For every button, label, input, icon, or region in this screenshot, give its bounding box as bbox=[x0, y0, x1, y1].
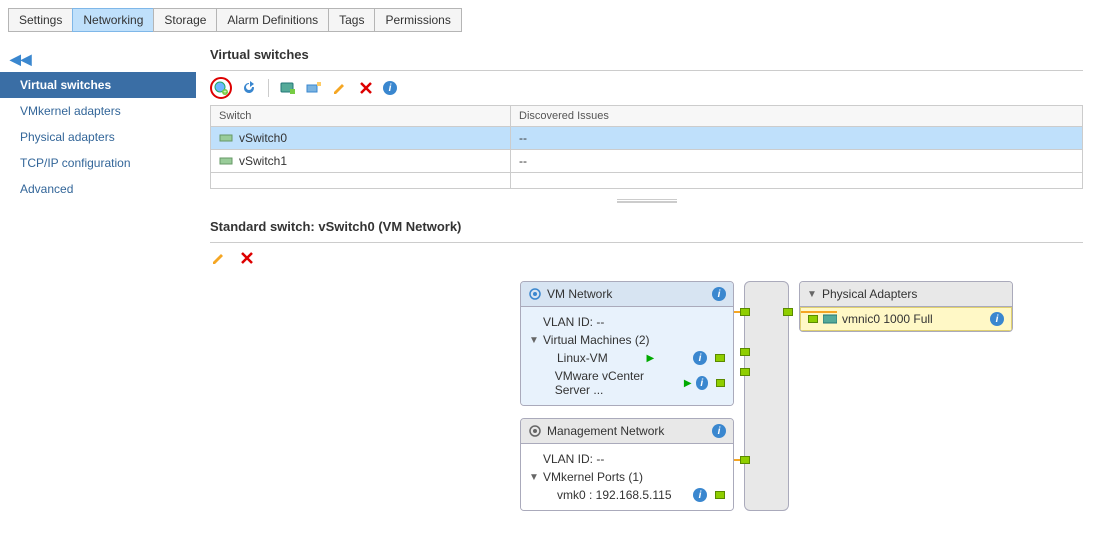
tab-settings[interactable]: Settings bbox=[8, 8, 73, 32]
tab-storage[interactable]: Storage bbox=[153, 8, 217, 32]
col-switch[interactable]: Switch bbox=[211, 106, 511, 127]
vm-name: Linux-VM bbox=[557, 351, 608, 365]
vlan-label: VLAN ID: -- bbox=[543, 315, 604, 329]
splitter-handle[interactable] bbox=[617, 199, 677, 203]
top-tabs: Settings Networking Storage Alarm Defini… bbox=[8, 8, 1093, 32]
port-icon bbox=[715, 491, 725, 499]
sidebar-collapse-button[interactable]: ◀◀ bbox=[0, 47, 196, 72]
edit-icon[interactable] bbox=[331, 79, 349, 97]
manage-physical-adapters-icon[interactable] bbox=[305, 79, 323, 97]
group-label: VMkernel Ports (1) bbox=[543, 470, 643, 484]
add-host-networking-icon[interactable]: + bbox=[210, 77, 232, 99]
switch-name: vSwitch1 bbox=[239, 154, 287, 168]
portgroup-icon bbox=[528, 424, 542, 438]
sidebar-item-vmkernel-adapters[interactable]: VMkernel adapters bbox=[0, 98, 196, 124]
switch-issues: -- bbox=[511, 127, 1083, 150]
panel-title: Physical Adapters bbox=[822, 287, 917, 301]
info-icon[interactable]: i bbox=[383, 81, 397, 95]
info-icon[interactable]: i bbox=[693, 351, 707, 365]
expand-icon[interactable]: ▼ bbox=[529, 335, 539, 346]
detail-toolbar bbox=[210, 242, 1083, 281]
portgroup-icon bbox=[528, 287, 542, 301]
vm-name: VMware vCenter Server ... bbox=[555, 369, 680, 397]
nic-icon bbox=[823, 313, 837, 325]
vm-network-panel[interactable]: VM Network i VLAN ID: -- ▼ Virtual Machin… bbox=[520, 281, 734, 406]
sidebar-item-physical-adapters[interactable]: Physical adapters bbox=[0, 124, 196, 150]
sidebar-item-virtual-switches[interactable]: Virtual switches bbox=[0, 72, 196, 98]
expand-icon[interactable]: ▼ bbox=[807, 289, 817, 300]
sidebar-item-tcpip-configuration[interactable]: TCP/IP configuration bbox=[0, 150, 196, 176]
table-row[interactable]: vSwitch0 -- bbox=[211, 127, 1083, 150]
management-network-panel[interactable]: Management Network i VLAN ID: -- ▼ VMkern… bbox=[520, 418, 734, 511]
uplink-port-icon bbox=[740, 368, 750, 376]
tab-networking[interactable]: Networking bbox=[72, 8, 154, 32]
info-icon[interactable]: i bbox=[696, 376, 708, 390]
info-icon[interactable]: i bbox=[990, 312, 1004, 326]
switch-name: vSwitch0 bbox=[239, 131, 287, 145]
info-icon[interactable]: i bbox=[693, 488, 707, 502]
sidebar: ◀◀ Virtual switches VMkernel adapters Ph… bbox=[0, 47, 196, 511]
svg-text:+: + bbox=[223, 90, 227, 96]
panel-title: Management Network bbox=[547, 424, 664, 438]
panel-title: VM Network bbox=[547, 287, 612, 301]
power-on-icon: ▶ bbox=[684, 378, 692, 389]
table-row[interactable]: vSwitch1 -- bbox=[211, 150, 1083, 173]
port-icon bbox=[808, 315, 818, 323]
detail-title: Standard switch: vSwitch0 (VM Network) bbox=[210, 219, 1083, 234]
tab-tags[interactable]: Tags bbox=[328, 8, 375, 32]
tab-alarm-definitions[interactable]: Alarm Definitions bbox=[216, 8, 329, 32]
delete-icon[interactable] bbox=[238, 249, 256, 267]
add-networking-icon[interactable] bbox=[279, 79, 297, 97]
section-title: Virtual switches bbox=[210, 47, 1083, 62]
vmk-port: vmk0 : 192.168.5.115 bbox=[557, 488, 672, 502]
vlan-label: VLAN ID: -- bbox=[543, 452, 604, 466]
edit-icon[interactable] bbox=[210, 249, 228, 267]
switches-toolbar: + i bbox=[210, 70, 1083, 105]
delete-icon[interactable] bbox=[357, 79, 375, 97]
switch-issues: -- bbox=[511, 150, 1083, 173]
power-on-icon: ▶ bbox=[646, 353, 654, 364]
switches-table: Switch Discovered Issues vSwitch0 -- vSw… bbox=[210, 105, 1083, 189]
adapter-name: vmnic0 1000 Full bbox=[842, 312, 933, 326]
switch-icon bbox=[219, 131, 233, 145]
uplink-port-icon bbox=[740, 348, 750, 356]
col-discovered-issues[interactable]: Discovered Issues bbox=[511, 106, 1083, 127]
port-icon bbox=[716, 379, 725, 387]
refresh-icon[interactable] bbox=[240, 79, 258, 97]
tab-permissions[interactable]: Permissions bbox=[374, 8, 461, 32]
physical-adapters-panel[interactable]: ▼ Physical Adapters vmnic0 1000 Full i bbox=[799, 281, 1013, 332]
topology-diagram: VM Network i VLAN ID: -- ▼ Virtual Machin… bbox=[210, 281, 1083, 511]
sidebar-item-advanced[interactable]: Advanced bbox=[0, 176, 196, 202]
switch-icon bbox=[219, 154, 233, 168]
port-icon bbox=[715, 354, 725, 362]
vswitch-box bbox=[744, 281, 789, 511]
info-icon[interactable]: i bbox=[712, 424, 726, 438]
expand-icon[interactable]: ▼ bbox=[529, 472, 539, 483]
uplink-port-icon bbox=[740, 308, 750, 316]
uplink-port-icon bbox=[783, 308, 793, 316]
info-icon[interactable]: i bbox=[712, 287, 726, 301]
uplink-port-icon bbox=[740, 456, 750, 464]
group-label: Virtual Machines (2) bbox=[543, 333, 650, 347]
